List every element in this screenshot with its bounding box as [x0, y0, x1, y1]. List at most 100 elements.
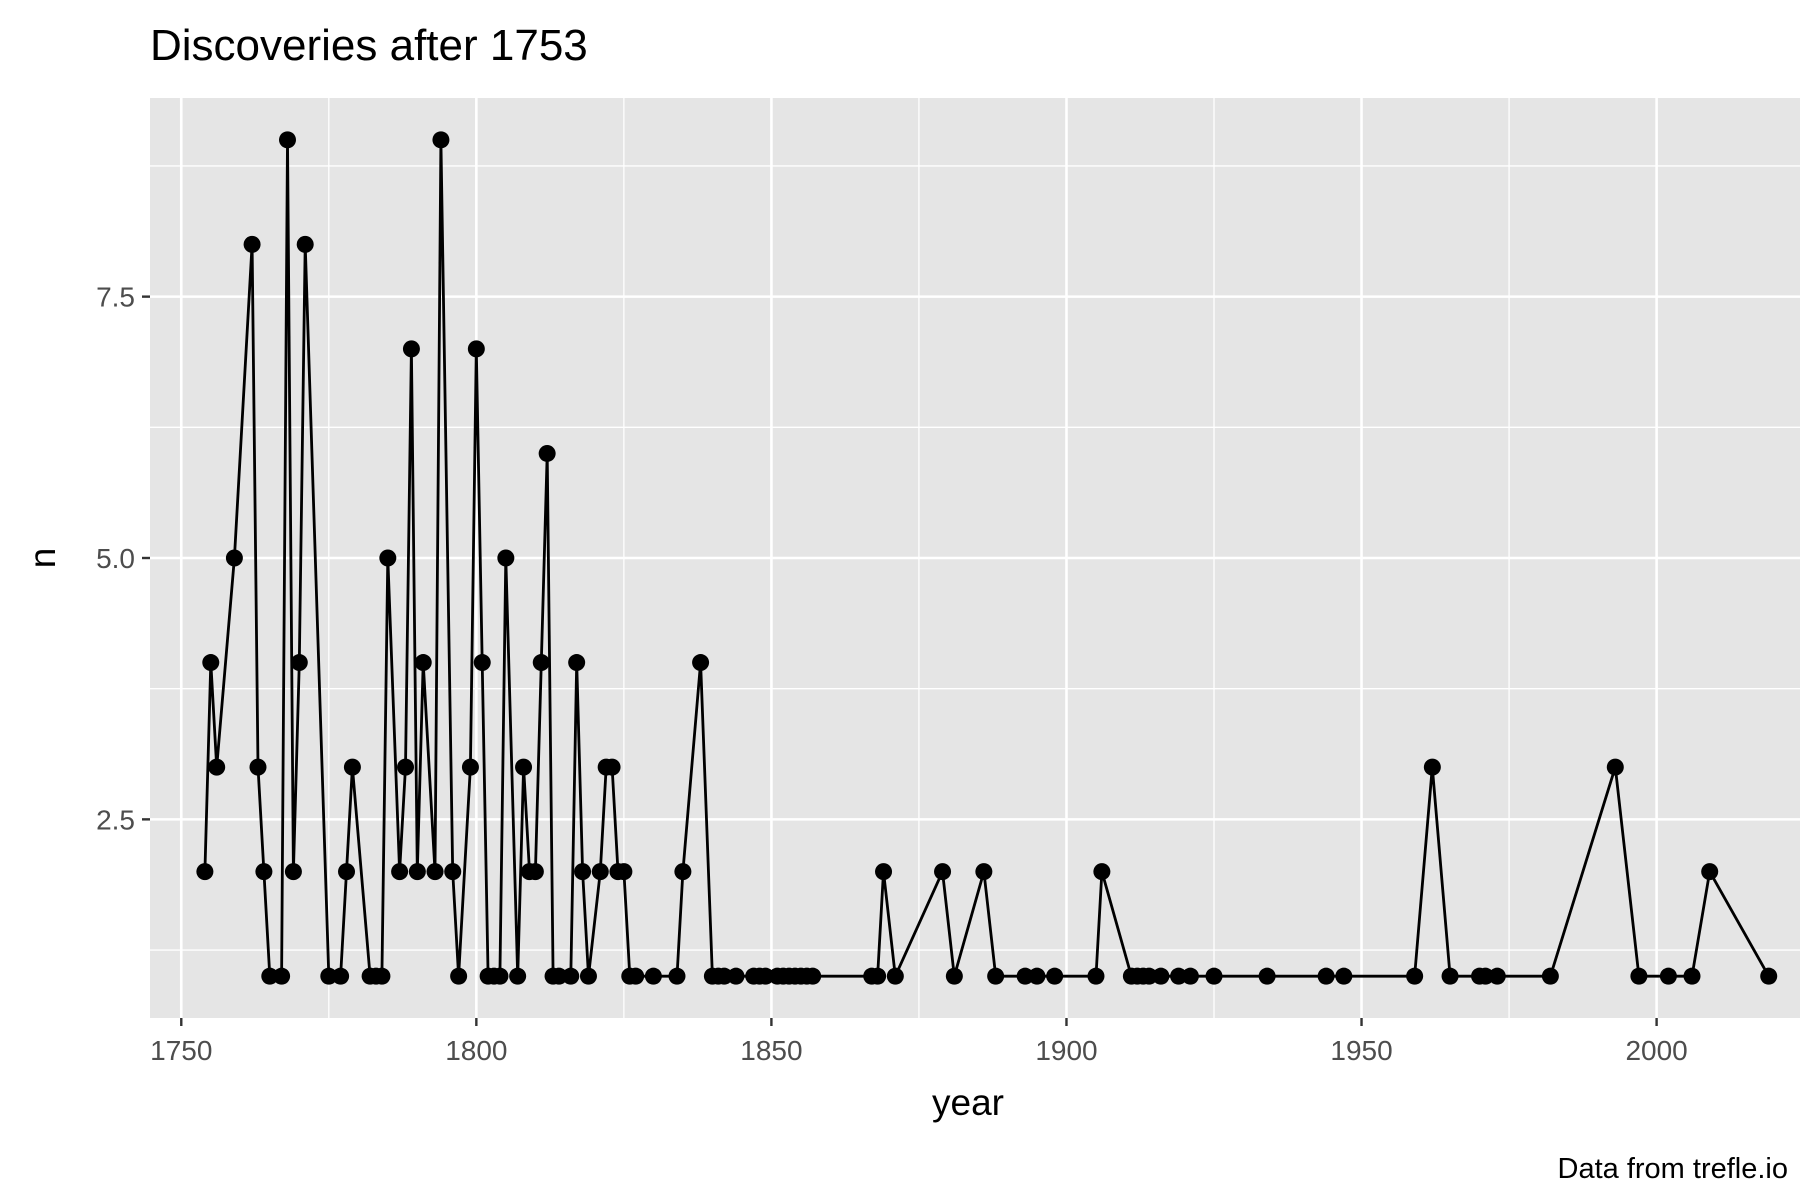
- data-point: [290, 654, 308, 672]
- x-tick-label: 1850: [740, 1035, 802, 1066]
- x-tick-label: 2000: [1625, 1035, 1687, 1066]
- x-tick-label: 1800: [445, 1035, 507, 1066]
- data-point: [1016, 967, 1034, 985]
- data-point: [591, 863, 609, 881]
- data-point: [196, 863, 214, 881]
- data-point: [243, 235, 261, 253]
- data-point: [255, 863, 273, 881]
- data-point: [426, 863, 444, 881]
- y-tick-label: 7.5: [96, 282, 135, 313]
- data-point: [1317, 967, 1335, 985]
- chart-title: Discoveries after 1753: [150, 21, 588, 70]
- data-point: [1441, 967, 1459, 985]
- data-point: [627, 967, 645, 985]
- data-point: [727, 967, 745, 985]
- data-point: [550, 967, 568, 985]
- data-point: [1140, 967, 1158, 985]
- data-point: [320, 967, 338, 985]
- data-point: [261, 967, 279, 985]
- data-point: [579, 967, 597, 985]
- data-point: [674, 863, 692, 881]
- data-point: [644, 967, 662, 985]
- data-point: [1181, 967, 1199, 985]
- data-point: [473, 654, 491, 672]
- data-point: [432, 131, 450, 149]
- data-point: [532, 654, 550, 672]
- data-point: [284, 863, 302, 881]
- data-point: [1683, 967, 1701, 985]
- data-point: [497, 549, 515, 567]
- data-point: [1152, 967, 1170, 985]
- data-point: [1406, 967, 1424, 985]
- data-point: [692, 654, 710, 672]
- axis-ticks: 1750 1800 1850 1900 1950 2000 2.5 5.0 7.5: [96, 282, 1688, 1066]
- data-point: [538, 444, 556, 462]
- data-point: [1170, 967, 1188, 985]
- data-point: [1205, 967, 1223, 985]
- data-point: [1476, 967, 1494, 985]
- data-point: [526, 863, 544, 881]
- data-point: [491, 967, 509, 985]
- data-point: [975, 863, 993, 881]
- y-tick-label: 2.5: [96, 804, 135, 835]
- data-point: [273, 967, 291, 985]
- data-point: [1028, 967, 1046, 985]
- data-point: [1046, 967, 1064, 985]
- grid-lines: [150, 98, 1800, 1018]
- data-point: [1335, 967, 1353, 985]
- data-point: [568, 654, 586, 672]
- data-point: [467, 340, 485, 358]
- data-point: [574, 863, 592, 881]
- data-point: [1093, 863, 1111, 881]
- data-point: [1423, 758, 1441, 776]
- data-point: [279, 131, 296, 149]
- data-point: [402, 340, 420, 358]
- data-point: [515, 758, 533, 776]
- data-point: [875, 863, 893, 881]
- data-point: [225, 549, 243, 567]
- data-point: [397, 758, 415, 776]
- data-point: [869, 967, 887, 985]
- y-axis-title: n: [22, 548, 63, 569]
- data-point: [249, 758, 267, 776]
- data-point: [1659, 967, 1677, 985]
- data-point: [987, 967, 1005, 985]
- data-point: [414, 654, 432, 672]
- x-tick-label: 1750: [150, 1035, 212, 1066]
- data-point: [1760, 967, 1778, 985]
- data-point: [615, 863, 633, 881]
- data-point: [945, 967, 963, 985]
- data-point: [715, 967, 733, 985]
- data-point: [202, 654, 220, 672]
- data-point: [444, 863, 462, 881]
- data-point: [1258, 967, 1276, 985]
- data-point: [1701, 863, 1719, 881]
- data-point: [886, 967, 904, 985]
- x-axis-title: year: [932, 1082, 1004, 1123]
- data-point: [509, 967, 527, 985]
- data-point: [1541, 967, 1559, 985]
- data-point: [408, 863, 426, 881]
- data-point: [343, 758, 361, 776]
- data-point: [373, 967, 391, 985]
- data-point: [757, 967, 775, 985]
- x-tick-label: 1950: [1330, 1035, 1392, 1066]
- data-point: [379, 549, 397, 567]
- x-tick-label: 1900: [1035, 1035, 1097, 1066]
- data-point: [1087, 967, 1105, 985]
- series-points: [196, 131, 1778, 985]
- data-point: [562, 967, 580, 985]
- data-point: [1630, 967, 1648, 985]
- data-point: [450, 967, 468, 985]
- data-point: [296, 235, 314, 253]
- data-point: [1606, 758, 1624, 776]
- data-point: [804, 967, 822, 985]
- data-point: [1488, 967, 1506, 985]
- y-tick-label: 5.0: [96, 543, 135, 574]
- data-point: [391, 863, 409, 881]
- data-point: [461, 758, 479, 776]
- chart-caption: Data from trefle.io: [1558, 1153, 1788, 1185]
- data-point: [668, 967, 686, 985]
- data-point: [934, 863, 952, 881]
